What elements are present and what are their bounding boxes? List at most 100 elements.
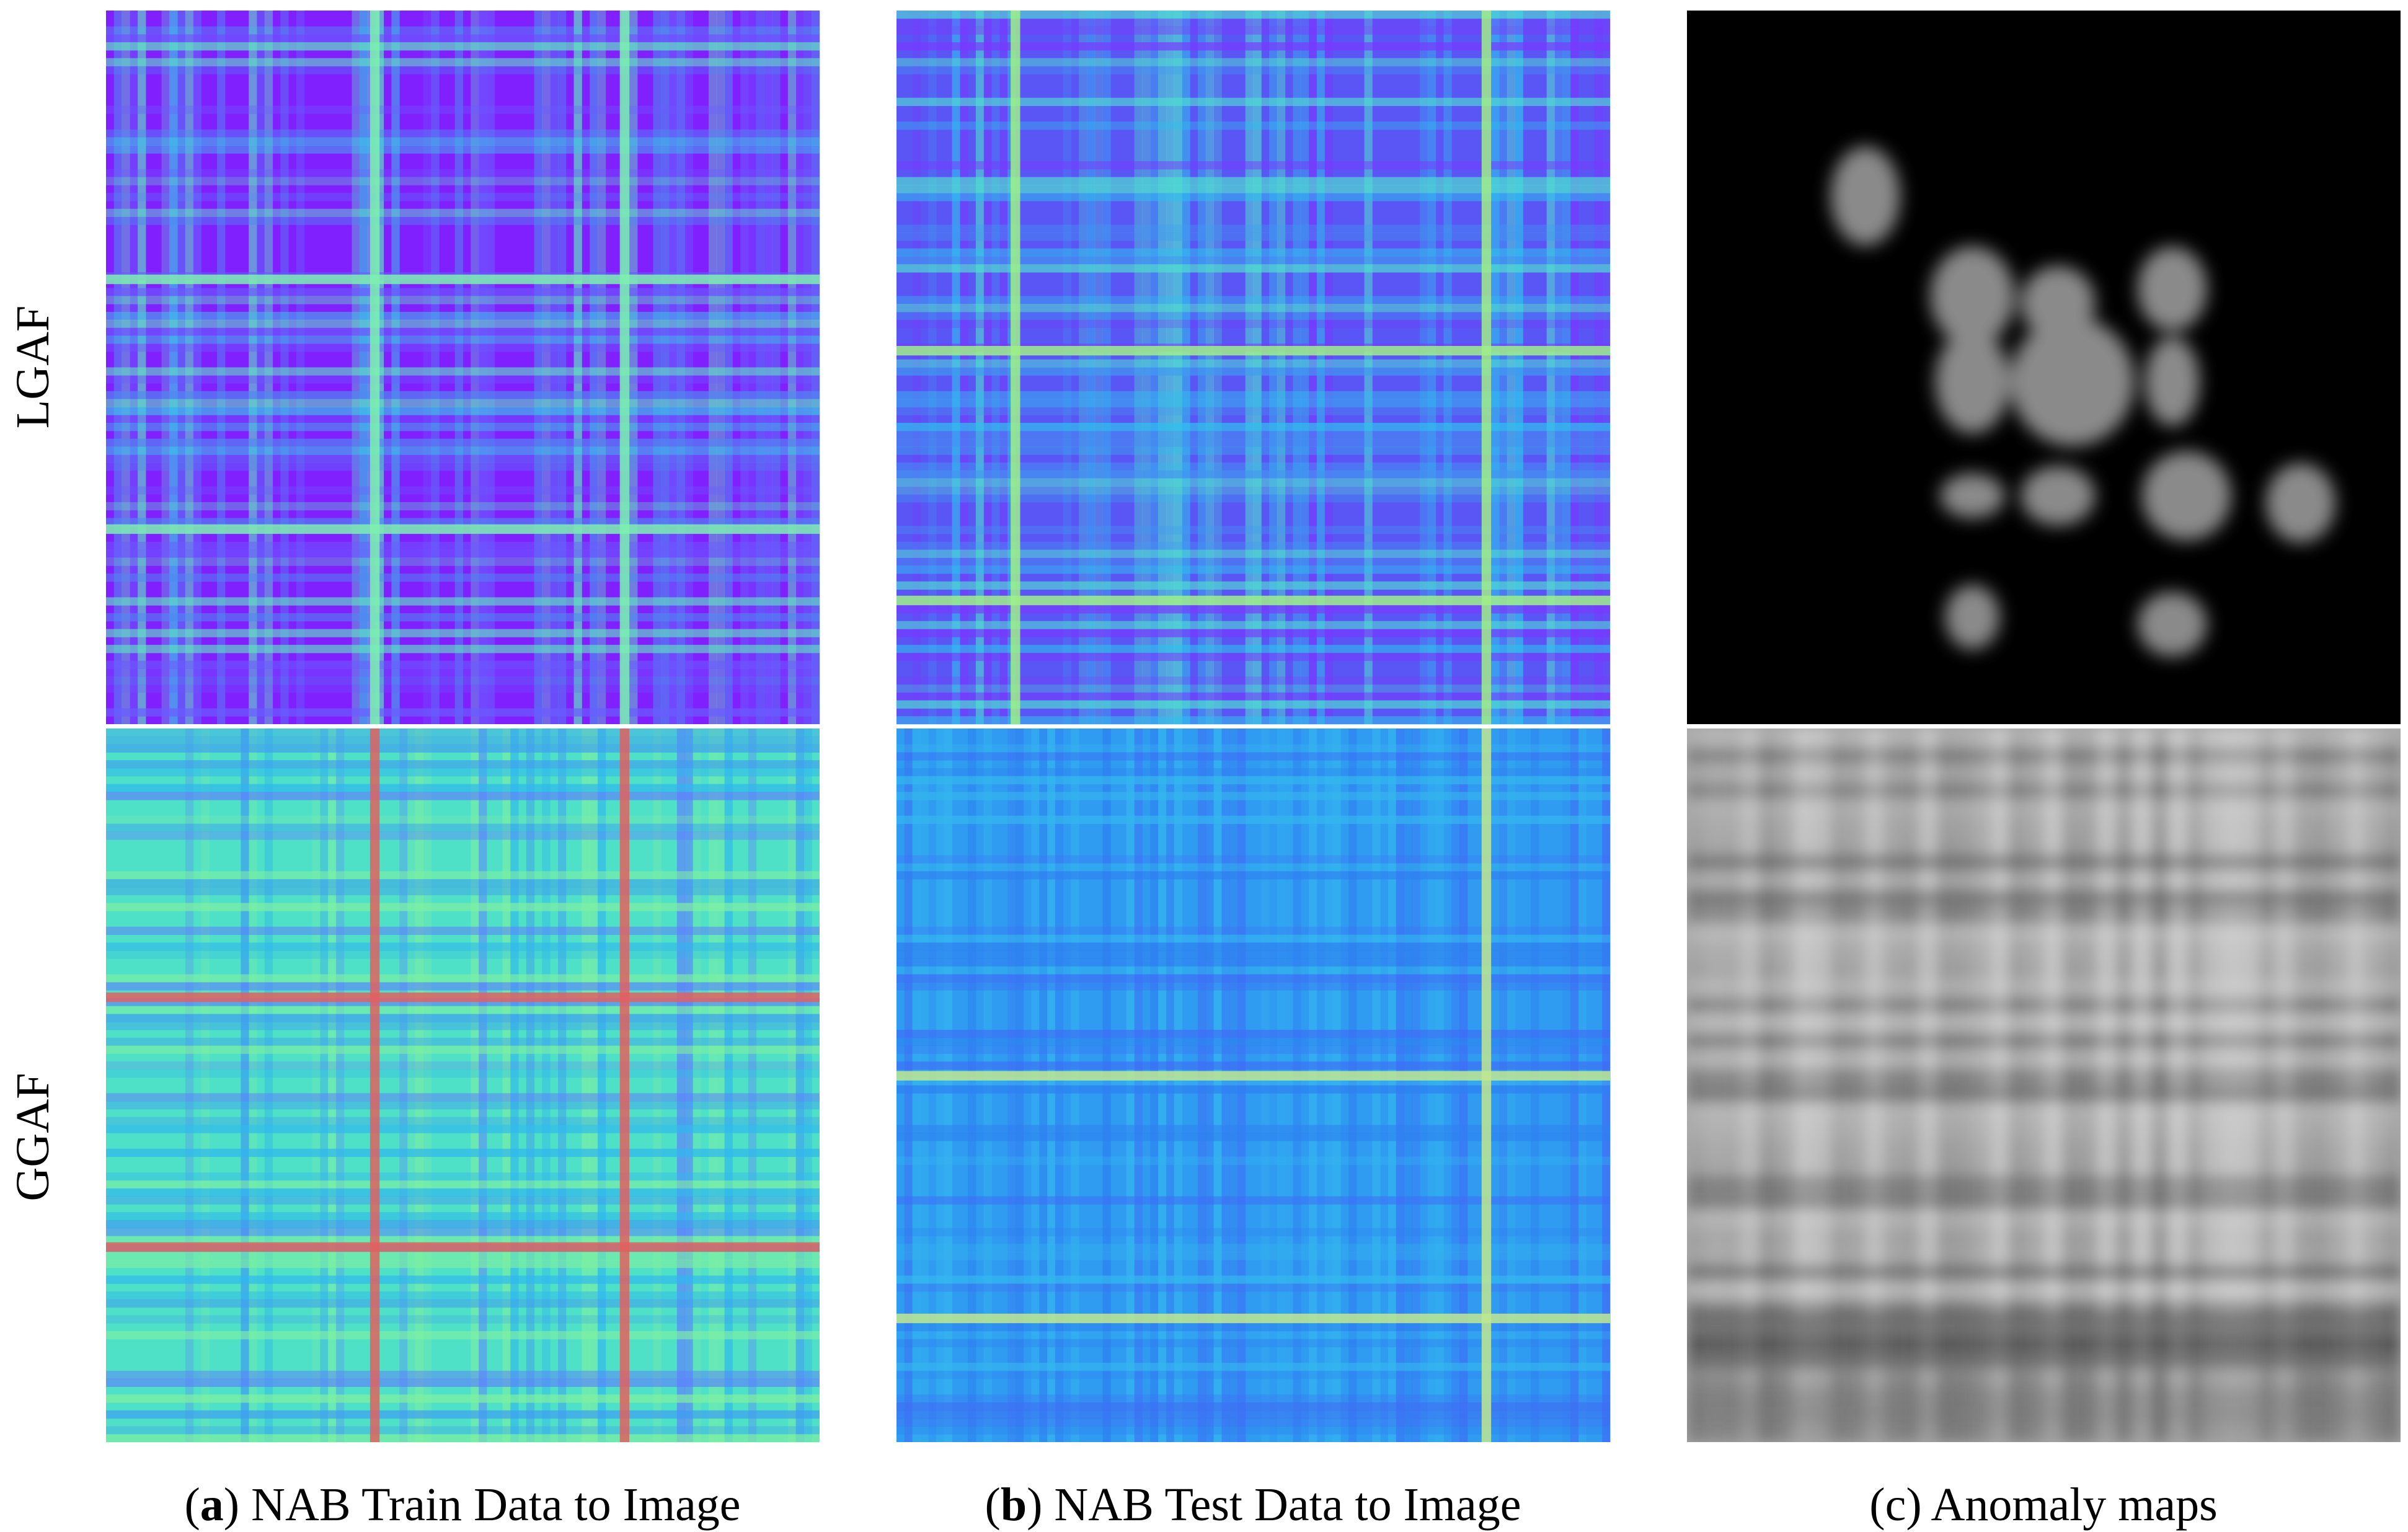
stripe bbox=[1481, 11, 1492, 724]
stripe bbox=[106, 982, 820, 991]
stripe bbox=[106, 645, 820, 653]
stripe bbox=[106, 1252, 820, 1260]
stripe bbox=[896, 18, 1610, 27]
stripe bbox=[106, 950, 820, 959]
stripe bbox=[896, 319, 1610, 329]
stripe bbox=[106, 1228, 820, 1236]
blob bbox=[2137, 246, 2207, 331]
stripe bbox=[896, 1339, 1610, 1348]
stripe bbox=[896, 462, 1610, 471]
stripe bbox=[106, 926, 820, 936]
stripe bbox=[106, 288, 820, 296]
stripe bbox=[106, 454, 820, 463]
stripe bbox=[896, 1313, 1610, 1324]
stripe bbox=[896, 974, 1610, 983]
stripe bbox=[1687, 1210, 2401, 1228]
caption: (c) Anomaly maps bbox=[1869, 1479, 2217, 1531]
stripe bbox=[106, 1315, 820, 1324]
stripe bbox=[106, 1117, 820, 1125]
caption: (b) NAB Test Data to Image bbox=[985, 1479, 1521, 1531]
stripe bbox=[896, 950, 1610, 959]
stripe bbox=[1687, 1264, 2401, 1282]
stripe bbox=[896, 1363, 1610, 1371]
stripe bbox=[896, 1045, 1610, 1054]
row-label: LGAF bbox=[7, 306, 59, 428]
blob bbox=[2137, 591, 2207, 657]
stripe bbox=[1687, 888, 2401, 907]
stripe bbox=[896, 185, 1610, 193]
stripe bbox=[896, 1085, 1610, 1094]
stripe bbox=[896, 605, 1610, 614]
stripe bbox=[106, 1259, 820, 1269]
heatmap bbox=[896, 11, 1611, 725]
blob bbox=[2021, 466, 2096, 526]
caption: (a) NAB Train Data to Image bbox=[184, 1479, 740, 1531]
stripe bbox=[106, 296, 820, 304]
stripe bbox=[106, 502, 820, 511]
stripe bbox=[106, 58, 820, 67]
stripe bbox=[370, 11, 380, 724]
stripe bbox=[106, 942, 820, 951]
stripe bbox=[1481, 728, 1492, 1442]
stripe bbox=[896, 1156, 1610, 1165]
stripe bbox=[896, 621, 1610, 630]
stripe bbox=[106, 1196, 820, 1205]
stripe bbox=[106, 1045, 820, 1054]
stripe bbox=[106, 597, 820, 606]
stripe bbox=[896, 1029, 1610, 1038]
stripe bbox=[106, 145, 820, 154]
stripe bbox=[896, 982, 1610, 991]
stripe bbox=[106, 728, 820, 737]
stripe bbox=[1687, 1156, 2401, 1175]
stripe bbox=[106, 423, 820, 432]
blob bbox=[1945, 585, 2000, 650]
stripe bbox=[1687, 906, 2401, 925]
stripe bbox=[1687, 942, 2401, 961]
stripe bbox=[106, 208, 820, 218]
stripe bbox=[106, 1331, 820, 1340]
stripe bbox=[896, 1125, 1610, 1133]
stripe bbox=[896, 684, 1610, 693]
stripe bbox=[896, 1331, 1610, 1340]
caption-text: ) NAB Train Data to Image bbox=[224, 1479, 741, 1531]
stripe bbox=[1687, 871, 2401, 889]
panels bbox=[106, 11, 2401, 1443]
stripe bbox=[896, 256, 1610, 265]
stripe bbox=[1687, 1192, 2401, 1210]
stripe bbox=[896, 1323, 1610, 1332]
stripe bbox=[106, 549, 820, 558]
stripe bbox=[1687, 782, 2401, 800]
stripe bbox=[106, 1125, 820, 1133]
stripe bbox=[1687, 835, 2401, 854]
stripe bbox=[106, 1101, 820, 1110]
stripe bbox=[1687, 1085, 2401, 1104]
stripe bbox=[106, 708, 820, 717]
stripe bbox=[896, 1252, 1610, 1260]
stripe bbox=[106, 541, 820, 551]
stripe bbox=[896, 1426, 1610, 1435]
blob bbox=[1930, 246, 2015, 346]
stripe bbox=[896, 966, 1610, 975]
stripe bbox=[106, 1434, 820, 1443]
stripe bbox=[106, 1188, 820, 1197]
stripe bbox=[1687, 1121, 2401, 1139]
stripe bbox=[896, 776, 1610, 785]
stripe bbox=[1687, 924, 2401, 943]
heatmap bbox=[106, 728, 820, 1443]
stripe bbox=[106, 129, 820, 138]
stripe bbox=[896, 541, 1610, 551]
stripe bbox=[896, 97, 1610, 106]
stripe bbox=[106, 1212, 820, 1221]
caption-text: ) NAB Test Data to Image bbox=[1027, 1479, 1521, 1531]
stripe bbox=[1687, 1313, 2401, 1370]
stripe bbox=[106, 831, 820, 840]
stripe bbox=[896, 304, 1610, 312]
stripe bbox=[896, 1061, 1610, 1070]
stripe bbox=[106, 42, 820, 51]
stripe bbox=[896, 1283, 1610, 1292]
stripe bbox=[106, 274, 820, 285]
stripe bbox=[106, 446, 820, 455]
stripe bbox=[106, 524, 820, 534]
stripe bbox=[619, 11, 630, 724]
stripe bbox=[106, 1037, 820, 1047]
